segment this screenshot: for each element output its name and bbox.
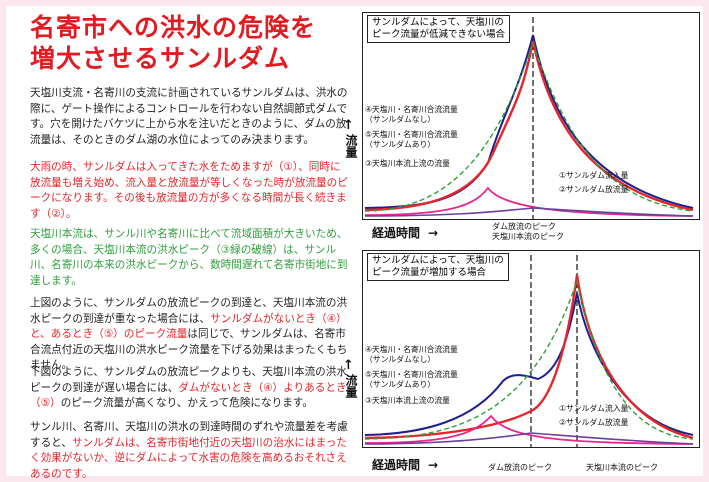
upper-x-arrow-icon: →: [428, 226, 439, 240]
p4-text-c: は同じで、サンルダムは、名寄市合流点付近の天塩川の洪水ピーク流量を下げる効果はま…: [30, 328, 348, 372]
lower-note-line-2: ピーク流量が増加する場合: [372, 267, 487, 278]
paragraph-dam-storage: 大雨の時、サンルダムは入ってきた水をためますが（①）、同時に放流量も増え始め、流…: [30, 161, 348, 220]
paragraph-main-river-peak: 天塩川本流は、サンル川や名寄川に比べて流域面積が大きいため、多くの場合、天塩川本…: [30, 228, 348, 287]
p5-text-c: のピーク流量が高くなり、かえって危険になります。: [60, 397, 313, 410]
p5-text-b: ダムがないとき（④）よりあるとき（⑤）: [30, 381, 347, 410]
upper-hydrograph-plot: [364, 17, 694, 219]
upper-main-peak-label: 天塩川本流のピーク: [492, 232, 564, 241]
lower-dam-peak-label: ダム放流のピーク: [488, 463, 552, 472]
title-line-2: 増大させるサンルダム: [30, 44, 291, 73]
curve-2-dam-outflow: [364, 207, 694, 217]
lower-y-arrow-icon: ↑: [343, 358, 354, 373]
paragraph-upper-figure: 上図のように、サンルダムの放流ピークの到達と、天塩川本流の洪水ピークの到達が重な…: [30, 296, 348, 374]
upper-y-axis-label: 流量: [344, 134, 358, 158]
lower-label-4-line-2: （サンルダムなし）: [365, 354, 436, 364]
curve-3-main-upstream: [364, 40, 694, 212]
lower-chart-note: サンルダムによって、天塩川の ピーク流量が増加する場合: [367, 253, 509, 281]
lower-label-1: ①サンルダム流入量: [559, 404, 629, 413]
upper-dam-peak-label: ダム放流のピーク: [492, 222, 556, 231]
upper-note-line-1: サンルダムによって、天塩川の: [372, 17, 504, 28]
upper-label-5-line-2: （サンルダムあり）: [365, 139, 436, 149]
lower-main-peak-label: 天塩川本流のピーク: [586, 463, 658, 472]
upper-label-4-line-1: ④天塩川・名寄川合流流量: [365, 105, 458, 114]
upper-peak-labels: ダム放流のピーク 天塩川本流のピーク: [492, 222, 564, 242]
lower-label-3: ③天塩川本流上流の流量: [365, 396, 450, 405]
p5-text-a: 下図のように、サンルダムの放流ピークよりも、天塩川本流の洪水ピークの到達が遅い場…: [30, 366, 347, 394]
upper-x-axis: 経過時間 →: [372, 224, 438, 241]
upper-label-4: ④天塩川・名寄川合流流量 （サンルダムなし）: [365, 105, 458, 124]
upper-label-1: ①サンルダム流入量: [559, 171, 629, 180]
upper-label-3: ③天塩川本流上流の流量: [365, 159, 450, 168]
curve-4-without-dam: [364, 292, 694, 436]
lower-label-5-line-1: ⑤天塩川・名寄川合流流量: [365, 370, 458, 379]
upper-y-axis: ↑ 流量: [343, 118, 358, 158]
upper-label-5: ⑤天塩川・名寄川合流流量 （サンルダムあり）: [365, 130, 458, 149]
curve-1-dam-inflow: [364, 186, 694, 217]
paragraph-dam-type: 天塩川支流・名寄川の支流に計画されているサンルダムは、洪水の際に、ゲート操作によ…: [30, 87, 348, 146]
curve-5-with-dam: [364, 274, 694, 440]
upper-chart-note: サンルダムによって、天塩川の ピーク流量が低減できない場合: [367, 15, 511, 43]
upper-label-5-line-1: ⑤天塩川・名寄川合流流量: [365, 130, 458, 139]
p4-text-b: サンルダムがないとき（④）と、あるとき（⑤）のピーク流量: [30, 312, 347, 341]
curve-5-with-dam: [364, 40, 694, 212]
upper-label-4-line-2: （サンルダムなし）: [365, 114, 436, 124]
lower-label-4-line-1: ④天塩川・名寄川合流流量: [365, 345, 458, 354]
lower-note-line-1: サンルダムによって、天塩川の: [372, 255, 504, 266]
lower-label-5: ⑤天塩川・名寄川合流流量 （サンルダムあり）: [365, 370, 458, 389]
lower-hydrograph-plot: [364, 255, 694, 447]
lower-y-axis: ↑ 流量: [343, 358, 358, 398]
lower-y-axis-label: 流量: [344, 374, 358, 398]
lower-label-5-line-2: （サンルダムあり）: [365, 379, 436, 389]
lower-label-4: ④天塩川・名寄川合流流量 （サンルダムなし）: [365, 345, 458, 364]
curve-3-main-upstream: [364, 278, 694, 440]
upper-hydrograph: サンルダムによって、天塩川の ピーク流量が低減できない場合 ④天塩川・名寄川合流…: [362, 12, 700, 220]
upper-x-axis-label: 経過時間: [372, 226, 421, 240]
upper-label-2: ②サンルダム放流量: [559, 185, 629, 194]
lower-label-2: ②サンルダム放流量: [559, 418, 629, 427]
lower-x-axis-label: 経過時間: [372, 458, 421, 472]
p6-text-a: サンル川、名寄川、天塩川の洪水の到達時間のずれや流量差を考慮すると、: [30, 421, 348, 449]
p6-text-b: サンルダムは、名寄市街地付近の天塩川の治水にはまったく効果がないか、逆にダムによ…: [30, 436, 347, 480]
poster-title: 名寄市への洪水の危険を 増大させるサンルダム: [30, 12, 330, 74]
lower-x-axis: 経過時間 →: [372, 456, 438, 473]
upper-y-arrow-icon: ↑: [343, 118, 354, 133]
paragraph-lower-figure: 下図のように、サンルダムの放流ピークよりも、天塩川本流の洪水ピークの到達が遅い場…: [30, 365, 348, 412]
upper-note-line-2: ピーク流量が低減できない場合: [372, 29, 506, 40]
title-line-1: 名寄市への洪水の危険を: [30, 13, 317, 42]
curve-2-dam-outflow: [364, 432, 694, 445]
curve-1-dam-inflow: [364, 414, 694, 445]
lower-x-arrow-icon: →: [428, 458, 439, 472]
p4-text-a: 上図のように、サンルダムの放流ピークの到達と、天塩川本流の洪水ピークの到達が重な…: [30, 297, 348, 325]
lower-hydrograph: サンルダムによって、天塩川の ピーク流量が増加する場合 ④天塩川・名寄川合流流量…: [362, 250, 700, 448]
paragraph-conclusion: サンル川、名寄川、天塩川の洪水の到達時間のずれや流量差を考慮すると、サンルダムは…: [30, 420, 348, 482]
